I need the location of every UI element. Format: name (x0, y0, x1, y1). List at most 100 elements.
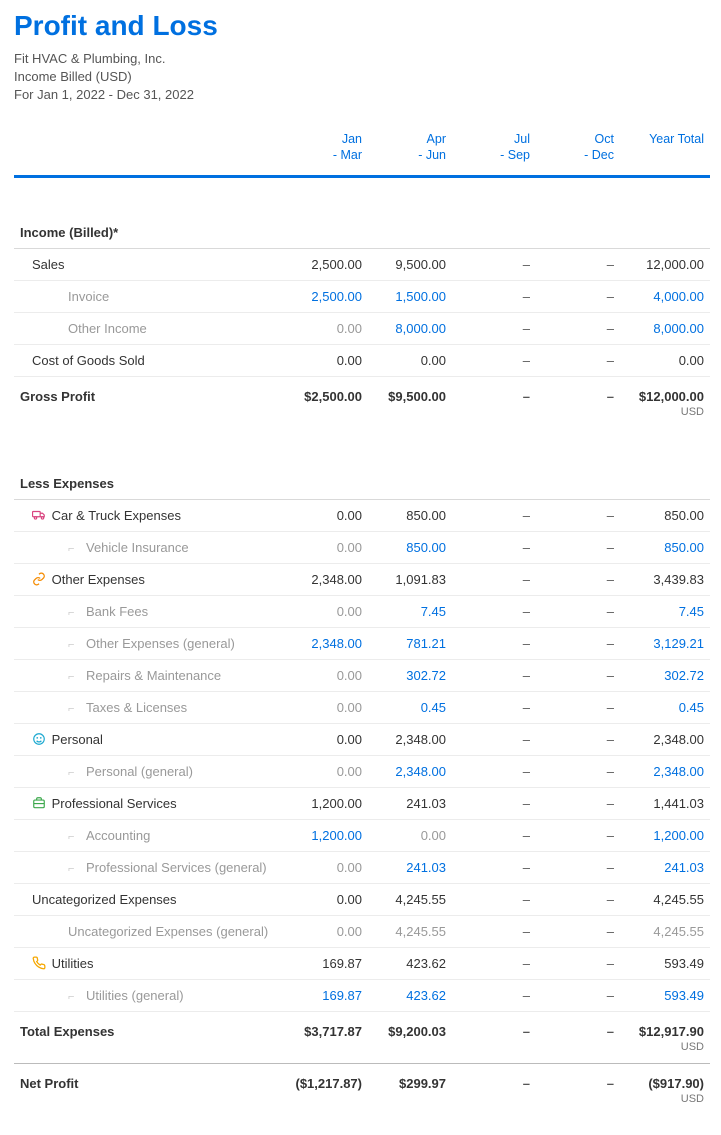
row-label: Uncategorized Expenses (general) (14, 915, 284, 947)
cell-value[interactable]: 241.03 (620, 851, 710, 883)
cell-value: – (536, 563, 620, 595)
section-header: Income (Billed)* (14, 211, 710, 249)
cell-value[interactable]: 0.00 (284, 595, 368, 627)
total-value: ($917.90) (620, 1063, 710, 1093)
table-row: Uncategorized Expenses (general)0.004,24… (14, 915, 710, 947)
total-value: – (452, 1063, 536, 1093)
cell-value: – (452, 819, 536, 851)
section-header: Less Expenses (14, 462, 710, 500)
cell-value: 0.00 (284, 915, 368, 947)
cell-value[interactable]: 0.00 (284, 659, 368, 691)
cell-value[interactable]: 1,500.00 (368, 280, 452, 312)
link-icon (32, 572, 46, 586)
cell-value: – (536, 851, 620, 883)
cell-value[interactable]: 302.72 (620, 659, 710, 691)
cell-value[interactable]: 2,348.00 (620, 755, 710, 787)
row-label: Professional Services (14, 787, 284, 819)
total-label: Total Expenses (14, 1011, 284, 1041)
table-row: ⌐Other Expenses (general)2,348.00781.21–… (14, 627, 710, 659)
cell-value: – (452, 883, 536, 915)
total-row: Total Expenses$3,717.87$9,200.03––$12,91… (14, 1011, 710, 1041)
cell-value[interactable]: 0.00 (284, 755, 368, 787)
section-header-label: Income (Billed)* (14, 211, 710, 249)
cell-value: – (536, 947, 620, 979)
cell-value: 0.00 (284, 723, 368, 755)
cell-value[interactable]: 4,000.00 (620, 280, 710, 312)
total-value: $9,500.00 (368, 376, 452, 406)
row-label: ⌐Repairs & Maintenance (14, 659, 284, 691)
cell-value: 0.00 (284, 499, 368, 531)
cell-value[interactable]: 850.00 (620, 531, 710, 563)
tree-icon: ⌐ (68, 607, 80, 619)
cell-value[interactable]: 2,348.00 (368, 755, 452, 787)
currency-label: USD (620, 1093, 710, 1115)
table-row: ⌐Bank Fees0.007.45––7.45 (14, 595, 710, 627)
report-subtitle: Fit HVAC & Plumbing, Inc. Income Billed … (14, 50, 707, 105)
cell-value[interactable]: 0.45 (368, 691, 452, 723)
currency-row: USD (14, 406, 710, 428)
cell-value: – (452, 312, 536, 344)
row-label: ⌐Utilities (general) (14, 979, 284, 1011)
cell-value[interactable]: 8,000.00 (368, 312, 452, 344)
column-header: Apr- Jun (368, 123, 452, 177)
table-row: Other Income0.008,000.00––8,000.00 (14, 312, 710, 344)
cell-value[interactable]: 0.00 (284, 851, 368, 883)
column-header: Oct- Dec (536, 123, 620, 177)
cell-value[interactable]: 2,348.00 (284, 627, 368, 659)
total-label: Net Profit (14, 1063, 284, 1093)
total-value: – (452, 1011, 536, 1041)
currency-row: USD (14, 1093, 710, 1115)
cell-value[interactable]: 0.00 (284, 531, 368, 563)
cell-value: – (452, 659, 536, 691)
cell-value[interactable]: 423.62 (368, 979, 452, 1011)
cell-value[interactable]: 7.45 (368, 595, 452, 627)
report-period: For Jan 1, 2022 - Dec 31, 2022 (14, 86, 707, 104)
cell-value[interactable]: 0.00 (368, 819, 452, 851)
table-row: Professional Services1,200.00241.03––1,4… (14, 787, 710, 819)
cell-value: – (536, 595, 620, 627)
cell-value: – (536, 248, 620, 280)
cell-value: – (452, 755, 536, 787)
cell-value[interactable]: 0.45 (620, 691, 710, 723)
tree-icon: ⌐ (68, 543, 80, 555)
cell-value: – (536, 723, 620, 755)
row-label: ⌐Accounting (14, 819, 284, 851)
cell-value[interactable]: 781.21 (368, 627, 452, 659)
cell-value[interactable]: 593.49 (620, 979, 710, 1011)
table-row: Uncategorized Expenses0.004,245.55––4,24… (14, 883, 710, 915)
cell-value[interactable]: 1,200.00 (620, 819, 710, 851)
cell-value[interactable]: 0.00 (284, 691, 368, 723)
cell-value: – (452, 595, 536, 627)
cell-value: – (536, 627, 620, 659)
table-row: ⌐Taxes & Licenses0.000.45––0.45 (14, 691, 710, 723)
cell-value[interactable]: 2,500.00 (284, 280, 368, 312)
cell-value[interactable]: 241.03 (368, 851, 452, 883)
row-label: Personal (14, 723, 284, 755)
cell-value[interactable]: 1,200.00 (284, 819, 368, 851)
cell-value[interactable]: 7.45 (620, 595, 710, 627)
cell-value[interactable]: 169.87 (284, 979, 368, 1011)
cell-value[interactable]: 850.00 (368, 531, 452, 563)
cell-value: 1,441.03 (620, 787, 710, 819)
cell-value: 423.62 (368, 947, 452, 979)
cell-value: – (536, 755, 620, 787)
row-label: Sales (14, 248, 284, 280)
total-value: $12,917.90 (620, 1011, 710, 1041)
row-label: Other Expenses (14, 563, 284, 595)
cell-value: 0.00 (284, 344, 368, 376)
cell-value: – (452, 344, 536, 376)
cell-value[interactable]: 3,129.21 (620, 627, 710, 659)
total-value: $12,000.00 (620, 376, 710, 406)
cell-value: – (536, 312, 620, 344)
row-label: Uncategorized Expenses (14, 883, 284, 915)
total-value: $3,717.87 (284, 1011, 368, 1041)
cell-value: – (536, 499, 620, 531)
cell-value: 0.00 (368, 344, 452, 376)
pnl-table: Jan- MarApr- JunJul- SepOct- DecYear Tot… (14, 123, 710, 1115)
cell-value[interactable]: 8,000.00 (620, 312, 710, 344)
tree-icon: ⌐ (68, 863, 80, 875)
cell-value[interactable]: 0.00 (284, 312, 368, 344)
total-value: – (536, 376, 620, 406)
cell-value[interactable]: 302.72 (368, 659, 452, 691)
total-value: – (536, 1063, 620, 1093)
